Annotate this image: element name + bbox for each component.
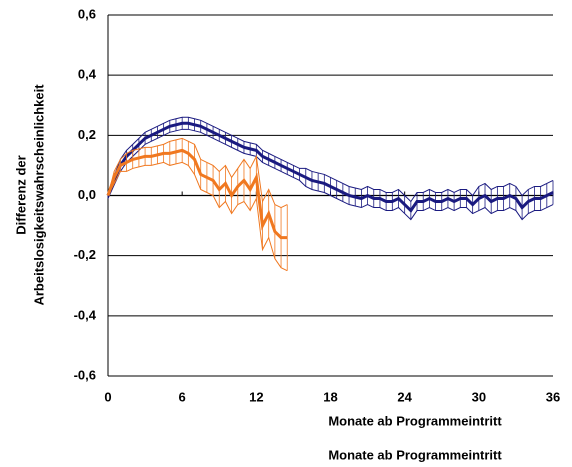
x-tick-label: 18 — [323, 389, 337, 404]
caption: Monate ab Programmeintritt — [328, 447, 502, 462]
x-tick-label: 36 — [546, 389, 560, 404]
x-tick-label: 30 — [472, 389, 486, 404]
y-axis-label: Arbeitslosigkeitswahrscheinlichkeit — [31, 84, 46, 306]
x-tick-label: 0 — [104, 389, 111, 404]
lower-bound — [107, 161, 288, 272]
x-tick-label: 6 — [179, 389, 186, 404]
series-line — [106, 148, 288, 240]
upper-bound — [107, 137, 288, 209]
series-line — [106, 121, 554, 213]
y-tick-label: 0,0 — [78, 187, 96, 202]
y-tick-label: -0,2 — [74, 247, 96, 262]
upper-bound — [107, 116, 554, 203]
y-tick-label: 0,2 — [78, 127, 96, 142]
y-axis-label: Differenz der — [13, 155, 28, 234]
lower-bound — [107, 128, 554, 221]
y-tick-label: -0,6 — [74, 367, 96, 382]
y-tick-label: 0,4 — [78, 67, 97, 82]
y-tick-label: -0,4 — [74, 307, 97, 322]
x-axis-label: Monate ab Programmeintritt — [328, 413, 502, 428]
x-tick-label: 12 — [249, 389, 263, 404]
x-tick-label: 24 — [397, 389, 412, 404]
y-tick-label: 0,6 — [78, 6, 96, 21]
